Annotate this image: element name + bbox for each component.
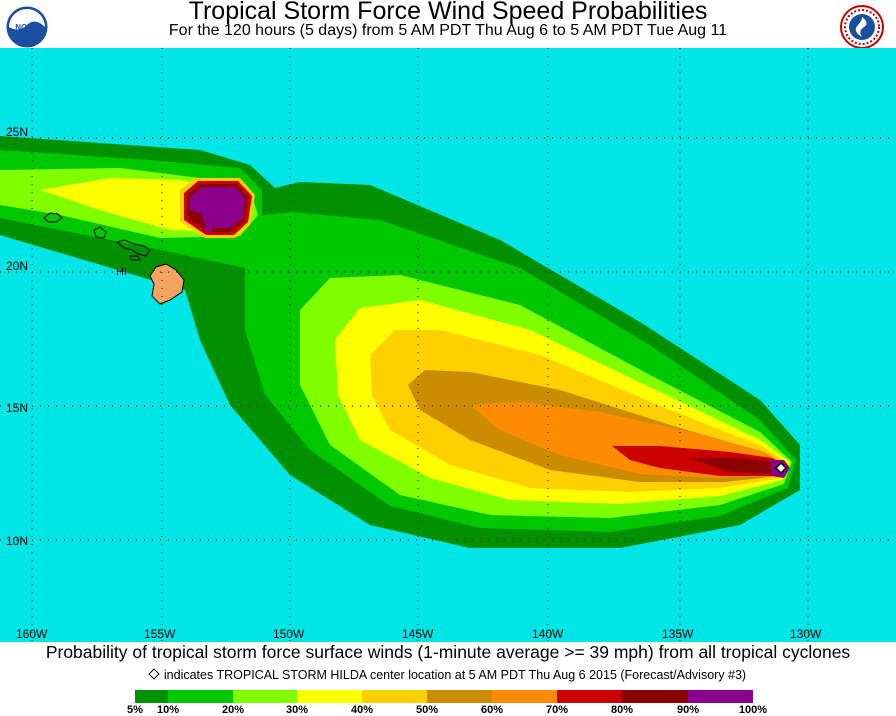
legend-label: 5% xyxy=(127,704,143,716)
storm-note-text: indicates TROPICAL STORM HILDA center lo… xyxy=(163,668,747,682)
legend-swatch xyxy=(362,690,427,703)
legend-label: 30% xyxy=(285,704,309,716)
lon-label: 145W xyxy=(402,627,434,641)
legend-label: 90% xyxy=(676,704,700,716)
hawaiian-islands xyxy=(43,212,151,261)
legend-swatch xyxy=(688,690,753,703)
legend-swatch xyxy=(427,690,492,703)
legend-swatch xyxy=(297,690,362,703)
legend-swatch xyxy=(233,690,297,703)
noaa-logo-icon: NOAA xyxy=(5,5,49,49)
contour-80pct xyxy=(690,458,786,474)
legend-swatch xyxy=(557,690,622,703)
nws-logo-icon xyxy=(840,5,884,49)
lat-label: 15N xyxy=(6,401,28,415)
legend-swatch xyxy=(135,690,168,703)
svg-text:NOAA: NOAA xyxy=(15,23,39,32)
storm-center-diamond-icon xyxy=(774,461,788,475)
legend-swatch xyxy=(622,690,688,703)
legend-label: 100% xyxy=(738,704,768,716)
legend-label: 10% xyxy=(156,704,180,716)
probability-map: 25N 20N 15N 10N HI 160W 155W 150W 145W 1… xyxy=(0,48,896,642)
lon-label: 150W xyxy=(273,627,305,641)
header: NOAA Tropical Storm Force Wind Speed Pro… xyxy=(0,0,896,49)
graticule xyxy=(0,48,896,642)
region-label: HI xyxy=(116,266,127,278)
map-caption: Probability of tropical storm force surf… xyxy=(45,642,851,662)
storm-note: indicates TROPICAL STORM HILDA center lo… xyxy=(0,668,896,682)
lon-label: 140W xyxy=(532,627,564,641)
legend-label: 60% xyxy=(480,704,504,716)
big-island xyxy=(149,263,185,305)
lon-label: 160W xyxy=(16,627,48,641)
page-subtitle: For the 120 hours (5 days) from 5 AM PDT… xyxy=(168,22,728,39)
diamond-icon xyxy=(148,668,160,680)
legend-label: 80% xyxy=(610,704,634,716)
lat-label: 20N xyxy=(6,259,28,273)
page-title: Tropical Storm Force Wind Speed Probabil… xyxy=(188,0,708,25)
legend-label: 50% xyxy=(415,704,439,716)
legend-label: 70% xyxy=(545,704,569,716)
color-legend: 5% 10% 20% 30% 40% 50% 60% 70% 80% 90% 100% xyxy=(0,686,896,716)
legend-swatch xyxy=(168,690,233,703)
lat-label: 25N xyxy=(6,125,28,139)
legend-label: 20% xyxy=(221,704,245,716)
lon-label: 135W xyxy=(662,627,694,641)
legend-label: 40% xyxy=(350,704,374,716)
lon-label: 130W xyxy=(790,627,822,641)
lon-label: 155W xyxy=(144,627,176,641)
legend-swatch xyxy=(492,690,557,703)
lat-label: 10N xyxy=(6,534,28,548)
secondary-max-area xyxy=(190,187,245,232)
